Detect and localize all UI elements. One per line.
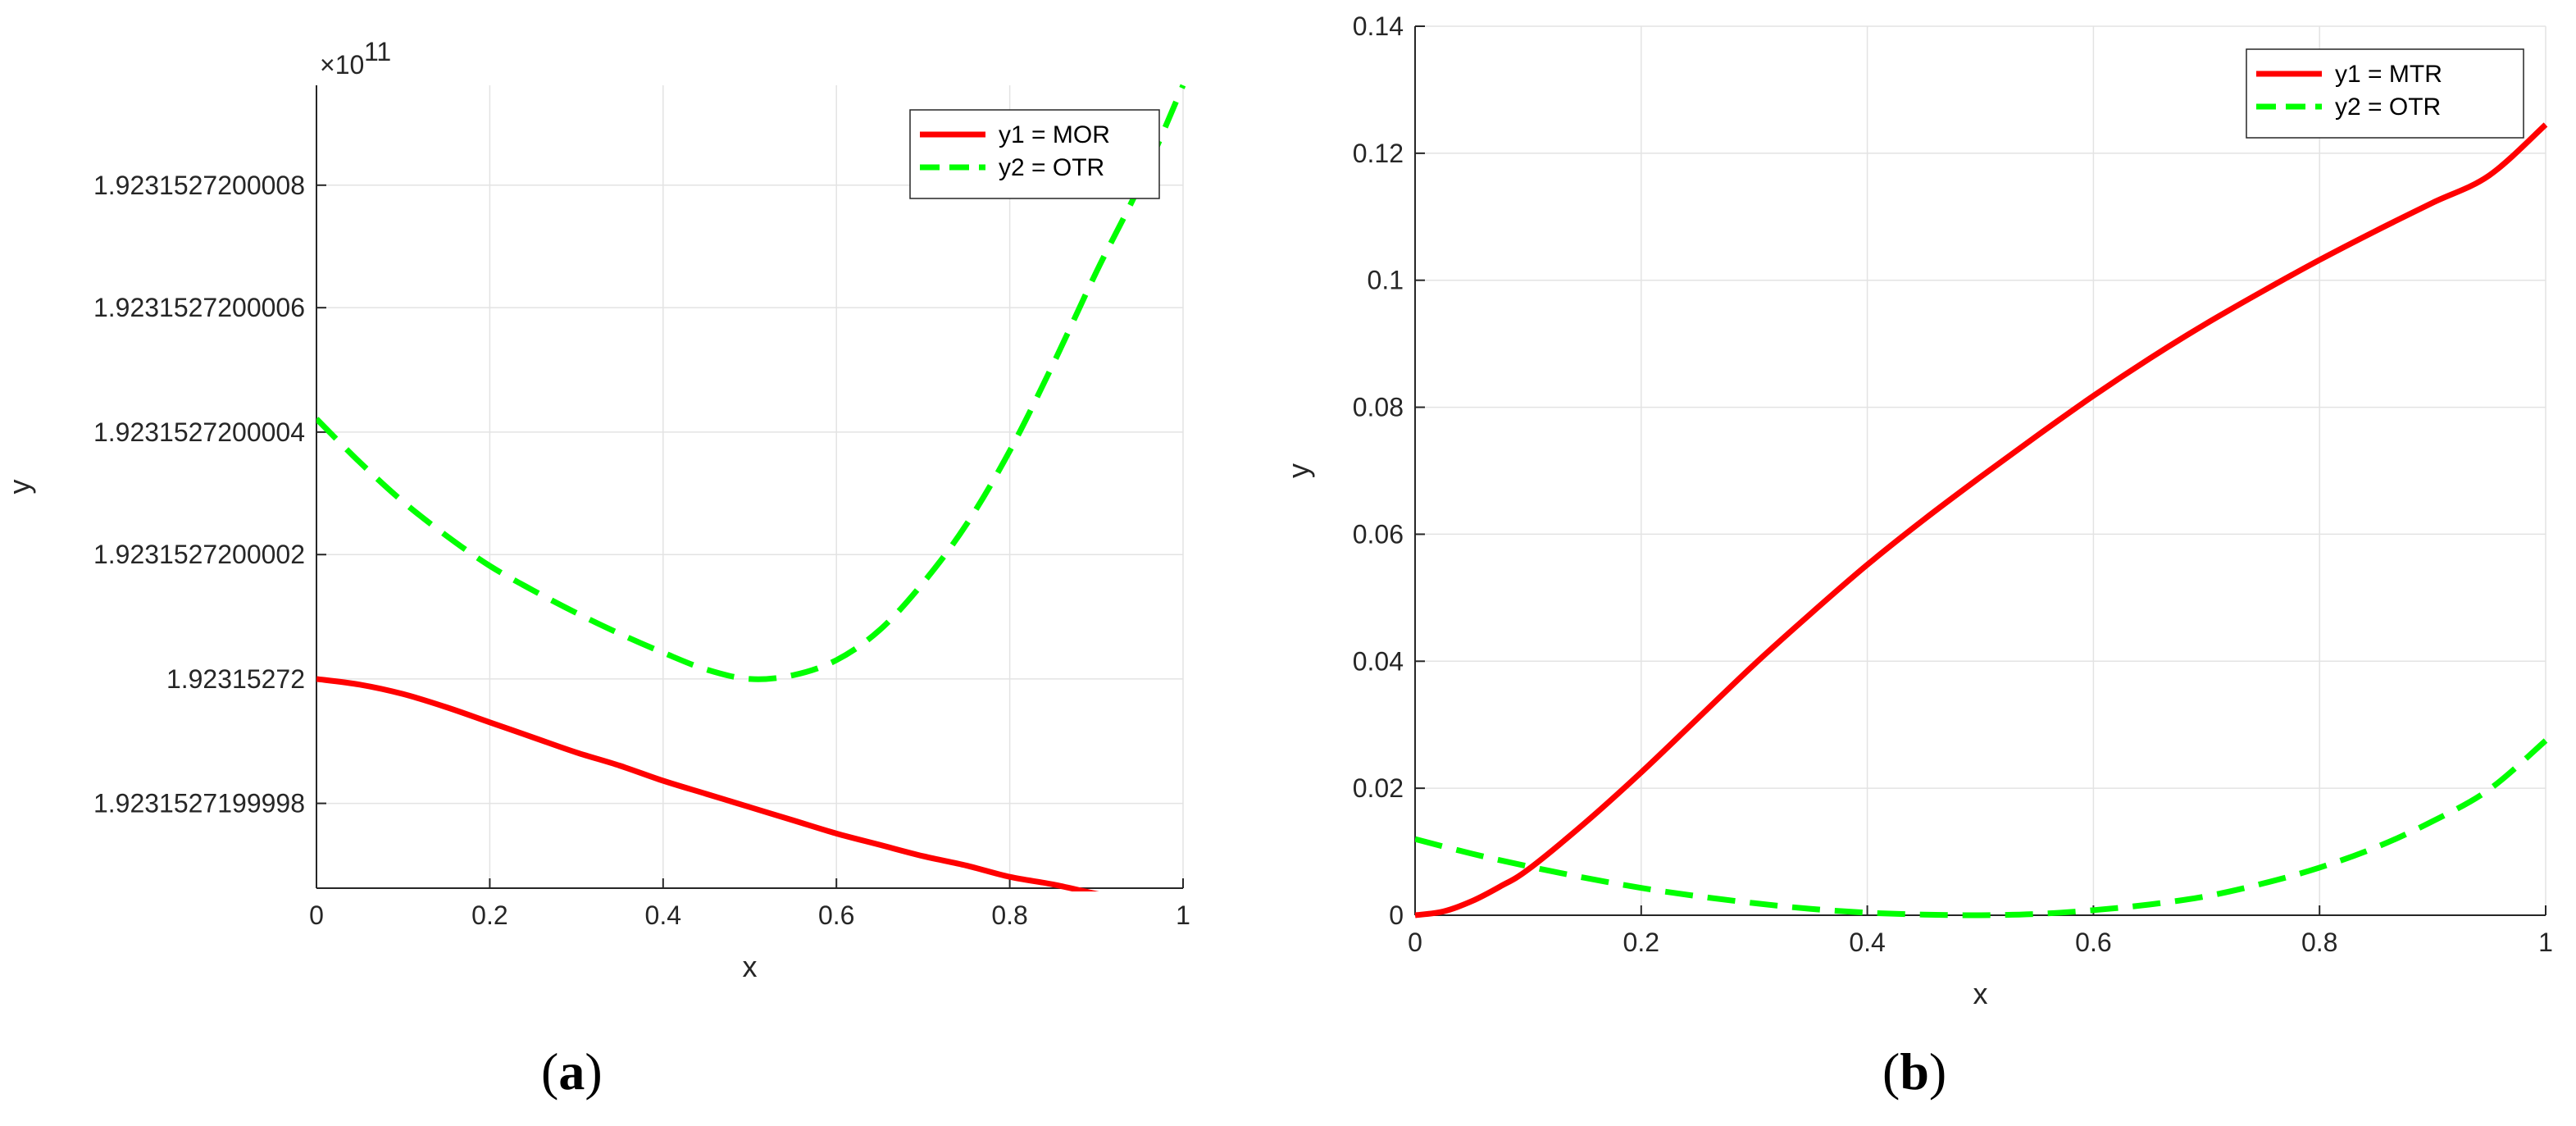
y-tick-label: 1.9231527200008: [93, 171, 305, 200]
y-tick-label: 0.02: [1353, 773, 1404, 803]
y-tick-label: 0.06: [1353, 519, 1404, 549]
chart-a: 0 0.2 0.4 0.6 0.8 1 1.9231527199998 1.92315272 1…: [2, 37, 1190, 983]
caption-b-letter: b: [1900, 1042, 1929, 1101]
legend-label-2: y2 = OTR: [2335, 93, 2441, 121]
x-tick-label: 1: [1176, 900, 1190, 930]
x-axis-label: x: [1973, 977, 1988, 1010]
x-tick-label: 0.6: [818, 900, 854, 930]
series-line-1: [316, 676, 1099, 891]
x-tick-label: 0.8: [991, 900, 1027, 930]
grid: [316, 85, 1184, 888]
grid: [1414, 25, 2546, 916]
x-tick-label: 0.8: [2301, 928, 2337, 957]
series-line-2: [316, 84, 1186, 682]
y-tick-label: 1.92315272: [166, 664, 305, 694]
caption-b: (b): [1882, 1042, 1947, 1101]
x-tick-label: 0.6: [2075, 928, 2111, 957]
x-tick-label: 0.2: [1623, 928, 1659, 957]
chart-panel-b: 0 0.2 0.4 0.6 0.8 1 0 0.02 0.04 0.06 0.08 0.1 0.12 0.…: [1263, 0, 2576, 1126]
y-tick-label: 0.04: [1353, 646, 1404, 676]
y-tick-label: 0.12: [1353, 139, 1404, 168]
caption-a-letter: a: [558, 1042, 585, 1101]
legend: y1 = MTR y2 = OTR: [2246, 48, 2524, 139]
x-tick-label: 0: [1408, 928, 1422, 957]
y-tick-label: 0.08: [1353, 393, 1404, 422]
legend-box: [2246, 48, 2524, 139]
y-tick-label: 1.9231527200004: [93, 417, 305, 447]
legend-label-1: y1 = MTR: [2335, 61, 2442, 88]
legend: y1 = MOR y2 = OTR: [909, 109, 1160, 199]
y-axis-label: y: [2, 480, 36, 495]
y-exponent-power: 11: [364, 37, 391, 66]
y-exponent-label: ×10: [320, 50, 364, 80]
series-line-1: [1415, 122, 2548, 919]
x-tick-label: 0.2: [471, 900, 507, 930]
legend-label-1: y1 = MOR: [999, 121, 1110, 148]
caption-a: (a): [541, 1042, 603, 1101]
chart-b: 0 0.2 0.4 0.6 0.8 1 0 0.02 0.04 0.06 0.08 0.1 0.12 0.…: [1281, 11, 2553, 1010]
y-tick-label: 1.9231527200002: [93, 540, 305, 569]
y-tick-label: 1.9231527200006: [93, 293, 305, 322]
y-axis-label: y: [1281, 463, 1315, 478]
y-tick-label: 1.9231527199998: [93, 789, 305, 818]
x-tick-label: 0: [309, 900, 324, 930]
legend-box: [909, 109, 1160, 199]
y-tick-label: 0: [1389, 900, 1404, 930]
y-tick-label: 0.1: [1368, 266, 1404, 295]
series-line-2: [1415, 738, 2548, 919]
x-axis-label: x: [743, 950, 758, 983]
chart-panel-a: 0 0.2 0.4 0.6 0.8 1 1.9231527199998 1.92315272 1…: [0, 0, 1213, 1126]
y-tick-label: 0.14: [1353, 11, 1404, 41]
x-tick-label: 0.4: [645, 900, 681, 930]
x-tick-label: 0.4: [1849, 928, 1885, 957]
x-tick-label: 1: [2538, 928, 2553, 957]
legend-label-2: y2 = OTR: [999, 154, 1104, 181]
